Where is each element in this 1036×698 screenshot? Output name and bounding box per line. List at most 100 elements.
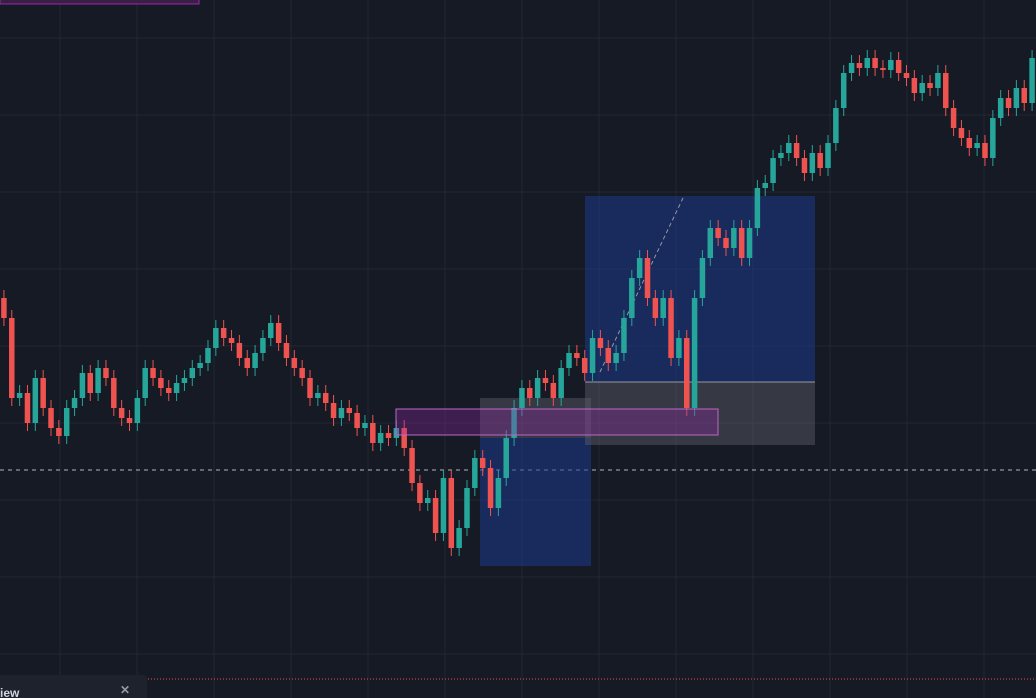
candle-body (370, 423, 376, 443)
candle-body (330, 403, 337, 418)
candle-body (1021, 88, 1027, 103)
candle-body (997, 98, 1004, 118)
candle-body (236, 343, 243, 358)
candle-body (1029, 58, 1035, 103)
candle-body (840, 73, 847, 108)
candle-body (613, 353, 619, 363)
candle-body (644, 258, 651, 298)
candle-body (354, 413, 360, 428)
candle-body (464, 488, 470, 528)
candle-body (150, 368, 156, 378)
candle-body (629, 278, 635, 318)
candle-body (566, 353, 572, 368)
candle-body (362, 423, 368, 428)
candle-body (24, 393, 31, 423)
candle-body (880, 68, 886, 70)
candle-body (111, 378, 117, 408)
candle-body (307, 378, 313, 398)
candle-body (299, 368, 305, 378)
candle-body (754, 188, 761, 228)
candle-body (974, 143, 980, 148)
candle-body (346, 408, 353, 413)
candle-body (636, 258, 643, 278)
panel-label: iew (0, 686, 20, 698)
candle-body (558, 368, 564, 398)
candle-body (126, 418, 133, 423)
candle-body (40, 378, 46, 408)
candle-body (260, 338, 266, 353)
candle-body (283, 343, 290, 358)
candle-body (597, 338, 604, 348)
candle-body (550, 383, 557, 398)
candle-body (56, 428, 62, 436)
candle-body (205, 348, 211, 363)
candle-body (699, 258, 706, 298)
candle-body (385, 433, 392, 438)
candle-body (605, 348, 612, 363)
candle-body (472, 458, 478, 488)
candle-body (118, 408, 125, 418)
zone-box (395, 408, 719, 436)
candle-body (621, 318, 627, 353)
position-stop (480, 398, 591, 438)
candle-body (762, 183, 768, 188)
candle-body (103, 368, 109, 378)
candle-body (817, 153, 823, 168)
candle-body (990, 118, 996, 158)
candle-body (377, 433, 384, 443)
candle-body (401, 428, 407, 448)
candle-body (456, 528, 462, 548)
candle-body (731, 228, 737, 248)
candle-body (778, 153, 784, 158)
candle-body (872, 58, 878, 68)
candle-body (432, 498, 439, 533)
candle-body (165, 388, 172, 393)
candle-body (181, 378, 188, 383)
candle-body (291, 358, 298, 368)
candle-body (440, 478, 447, 533)
candle-body (1, 298, 7, 318)
candle-body (189, 368, 196, 378)
candle-body (966, 138, 973, 148)
candle-body (668, 298, 674, 358)
candle-body (738, 228, 745, 258)
candle-body (848, 63, 855, 73)
candle-body (534, 378, 541, 398)
candle-body (723, 238, 729, 248)
candle-body (801, 158, 808, 173)
candle-body (833, 108, 839, 143)
candle-body (244, 358, 250, 368)
candle-body (48, 408, 54, 428)
candle-body (581, 358, 588, 373)
candle-body (158, 378, 164, 388)
candle-body (322, 393, 329, 403)
candle-body (338, 408, 345, 418)
candle-body (527, 388, 533, 398)
candle-body (542, 378, 549, 383)
candle-body (315, 393, 321, 398)
candle-body (786, 143, 792, 153)
candle-body (856, 63, 863, 68)
candle-body (417, 483, 423, 503)
bottom-panel: iew ✕ (0, 675, 147, 698)
candle-body (1013, 88, 1020, 108)
candle-body (809, 153, 816, 173)
candle-body (746, 228, 753, 258)
candle-body (9, 318, 15, 398)
candle-body (197, 363, 203, 368)
candle-body (950, 108, 957, 128)
close-button[interactable]: ✕ (120, 683, 131, 697)
candle-body (707, 228, 714, 258)
candle-body (895, 60, 902, 73)
candle-body (252, 353, 258, 368)
candle-body (424, 498, 431, 503)
candle-body (487, 468, 494, 508)
candle-body (220, 328, 227, 338)
candle-body (903, 73, 910, 78)
candle-body (142, 368, 148, 398)
candle-body (495, 478, 502, 508)
candle-body (95, 368, 101, 393)
candle-body (134, 398, 141, 423)
candle-body (652, 298, 659, 318)
candle-body (479, 458, 486, 468)
